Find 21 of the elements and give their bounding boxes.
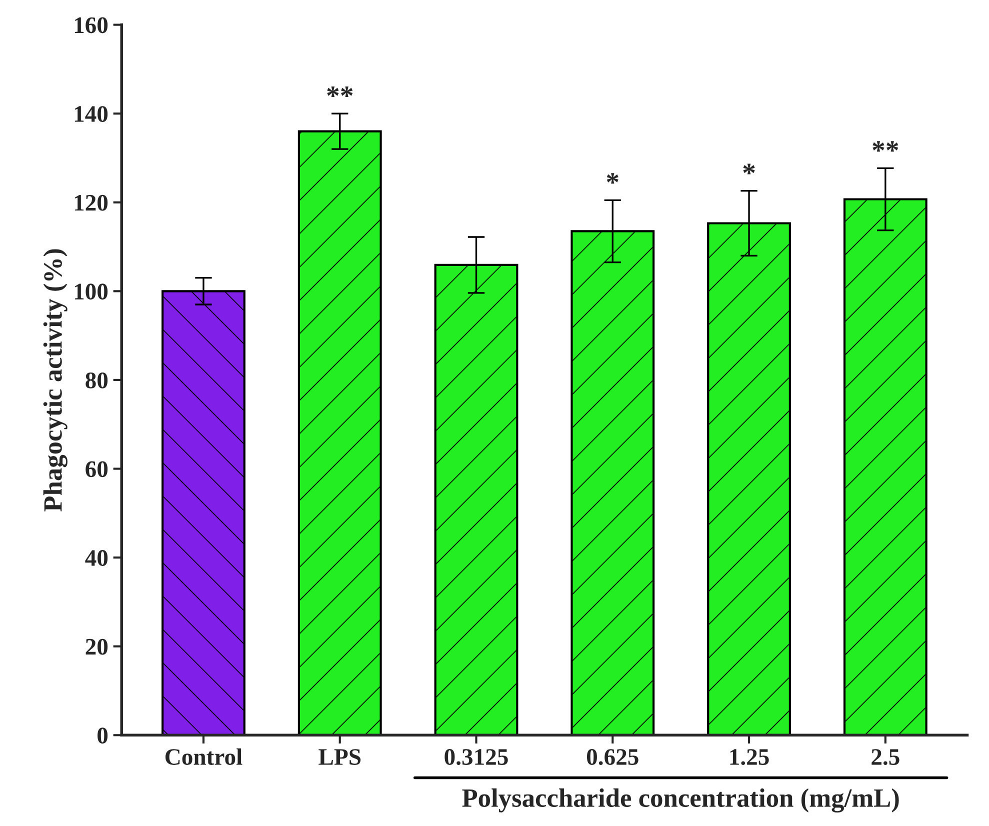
annotation: * xyxy=(743,164,755,174)
x-tick-label: 2.5 xyxy=(872,749,900,766)
x-tick-label: 0.625 xyxy=(586,749,638,766)
y-tick-label: 160 xyxy=(74,17,108,34)
y-tick-label: 120 xyxy=(74,194,108,211)
y-tick-label: 20 xyxy=(86,638,108,655)
annotation: ** xyxy=(327,86,353,98)
y-tick-label: 40 xyxy=(85,550,108,566)
y-tick-label: 80 xyxy=(86,372,108,388)
x-tick-label: 1.25 xyxy=(730,749,769,766)
y-tick-label: 0 xyxy=(98,728,108,744)
x-tick-label: 0.3125 xyxy=(444,749,508,766)
y-tick-label: 100 xyxy=(74,284,108,300)
annotation: * xyxy=(606,173,618,184)
annotation: ** xyxy=(872,141,898,152)
x-tick-label: LPS xyxy=(318,749,361,765)
x-tick-label: Control xyxy=(165,748,242,765)
y-tick-label: 60 xyxy=(86,461,108,478)
y-axis-title: Phagocytic activity (%) xyxy=(43,249,68,512)
y-tick-label: 140 xyxy=(74,106,108,122)
x-axis-title: Polysaccharide concentration (mg/mL) xyxy=(462,788,899,813)
